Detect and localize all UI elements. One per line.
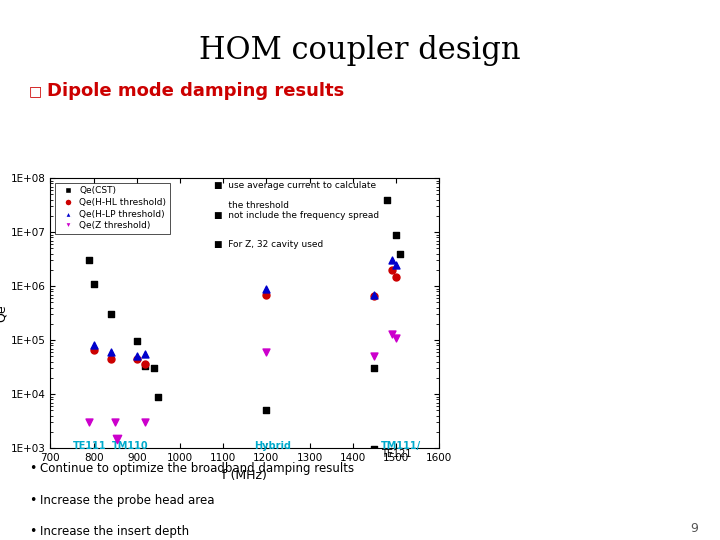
- Point: [153, 393, 164, 401]
- Text: ■  use average current to calculate: ■ use average current to calculate: [214, 181, 376, 190]
- Text: TE111: TE111: [73, 441, 106, 451]
- Point: [369, 444, 380, 453]
- Text: Dipole mode damping results: Dipole mode damping results: [47, 82, 344, 100]
- Text: 9: 9: [690, 522, 698, 535]
- Point: [261, 406, 272, 415]
- Point: [369, 451, 380, 460]
- Point: [140, 359, 151, 368]
- Text: Increase the probe head area: Increase the probe head area: [40, 494, 214, 507]
- Point: [261, 285, 272, 293]
- Point: [105, 355, 117, 363]
- Point: [140, 362, 151, 370]
- Point: [140, 418, 151, 427]
- Point: [131, 337, 143, 346]
- Text: TM110: TM110: [112, 441, 148, 451]
- Text: TM111/: TM111/: [381, 441, 421, 451]
- Point: [140, 350, 151, 359]
- Text: TE121: TE121: [381, 449, 411, 459]
- Point: [386, 256, 397, 265]
- Point: [88, 346, 99, 355]
- Point: [109, 418, 121, 427]
- Text: •: •: [29, 525, 36, 538]
- Point: [390, 334, 402, 342]
- Text: □: □: [29, 84, 42, 98]
- Point: [390, 260, 402, 269]
- Text: the threshold: the threshold: [214, 201, 289, 210]
- Point: [382, 195, 393, 204]
- Point: [395, 249, 406, 258]
- Text: Increase the insert depth: Increase the insert depth: [40, 525, 189, 538]
- Point: [148, 364, 160, 373]
- Point: [84, 418, 95, 427]
- Point: [105, 348, 117, 356]
- Point: [84, 256, 95, 265]
- Text: •: •: [29, 494, 36, 507]
- Point: [131, 352, 143, 361]
- Point: [131, 355, 143, 363]
- Point: [369, 364, 380, 373]
- Point: [369, 290, 380, 299]
- Legend: Qe(CST), Qe(H-HL threshold), Qe(H-LP threshold), Qe(Z threshold): Qe(CST), Qe(H-HL threshold), Qe(H-LP thr…: [55, 183, 170, 234]
- Text: HOM coupler design: HOM coupler design: [199, 35, 521, 66]
- Text: ■  not include the frequency spread: ■ not include the frequency spread: [214, 211, 379, 220]
- Text: ■  For Z, 32 cavity used: ■ For Z, 32 cavity used: [214, 240, 323, 249]
- Point: [386, 330, 397, 339]
- Text: Continue to optimize the broadband damping results: Continue to optimize the broadband dampi…: [40, 462, 354, 475]
- Text: •: •: [29, 462, 36, 475]
- Point: [88, 280, 99, 288]
- Point: [386, 266, 397, 274]
- X-axis label: f (MHz): f (MHz): [222, 469, 267, 482]
- Point: [112, 434, 123, 443]
- Point: [88, 341, 99, 350]
- Y-axis label: Qe: Qe: [0, 305, 8, 322]
- Point: [390, 231, 402, 239]
- Point: [261, 291, 272, 300]
- Point: [105, 310, 117, 319]
- Text: Hybrid: Hybrid: [254, 441, 292, 451]
- Point: [369, 352, 380, 361]
- Point: [390, 272, 402, 281]
- Point: [261, 348, 272, 356]
- Point: [369, 292, 380, 301]
